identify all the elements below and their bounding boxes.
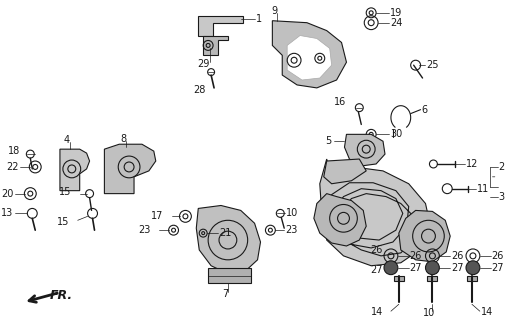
Polygon shape xyxy=(287,36,332,80)
Text: 13: 13 xyxy=(1,208,14,218)
Text: FR.: FR. xyxy=(49,289,72,302)
Text: 11: 11 xyxy=(477,184,489,194)
Text: 23: 23 xyxy=(285,225,298,235)
Text: 21: 21 xyxy=(219,228,232,238)
Polygon shape xyxy=(314,194,366,246)
Polygon shape xyxy=(320,159,430,266)
Text: 26: 26 xyxy=(492,251,504,261)
Polygon shape xyxy=(104,144,156,194)
Polygon shape xyxy=(196,205,260,274)
Text: 1: 1 xyxy=(256,14,261,24)
Polygon shape xyxy=(399,211,450,262)
Text: 9: 9 xyxy=(271,6,277,16)
Text: 26: 26 xyxy=(451,251,464,261)
Text: 14: 14 xyxy=(481,307,493,317)
Polygon shape xyxy=(272,21,346,88)
Circle shape xyxy=(425,261,439,275)
Text: 27: 27 xyxy=(492,263,504,273)
Text: 25: 25 xyxy=(426,60,439,70)
Text: 10: 10 xyxy=(286,208,298,218)
Text: 2: 2 xyxy=(499,162,505,172)
Polygon shape xyxy=(427,276,437,281)
Text: 27: 27 xyxy=(451,263,464,273)
Text: 26: 26 xyxy=(371,245,383,255)
Text: 15: 15 xyxy=(59,187,72,197)
Polygon shape xyxy=(394,276,404,281)
Circle shape xyxy=(466,261,480,275)
Text: 10: 10 xyxy=(423,308,436,318)
Text: 5: 5 xyxy=(326,136,332,146)
Text: 20: 20 xyxy=(1,188,14,199)
Text: 24: 24 xyxy=(390,18,402,28)
Polygon shape xyxy=(60,149,90,191)
Polygon shape xyxy=(324,159,366,184)
Text: 19: 19 xyxy=(390,8,402,18)
Text: 14: 14 xyxy=(371,307,383,317)
Text: 16: 16 xyxy=(334,97,346,107)
Text: 27: 27 xyxy=(410,263,422,273)
Text: 22: 22 xyxy=(6,162,18,172)
Text: 18: 18 xyxy=(8,146,20,156)
Polygon shape xyxy=(344,134,385,166)
Text: 12: 12 xyxy=(466,159,478,169)
Text: 26: 26 xyxy=(410,251,422,261)
Polygon shape xyxy=(203,36,228,55)
Text: 4: 4 xyxy=(64,135,70,145)
Text: 8: 8 xyxy=(120,134,126,144)
Text: 28: 28 xyxy=(193,85,205,95)
Text: 17: 17 xyxy=(151,211,164,221)
Text: 7: 7 xyxy=(222,289,228,300)
Polygon shape xyxy=(467,276,477,281)
Text: 29: 29 xyxy=(197,59,209,69)
Circle shape xyxy=(384,261,398,275)
Polygon shape xyxy=(198,16,243,36)
Text: 23: 23 xyxy=(139,225,151,235)
Polygon shape xyxy=(208,268,250,283)
Text: 27: 27 xyxy=(371,265,383,275)
Text: 3: 3 xyxy=(499,192,505,202)
Text: 15: 15 xyxy=(57,217,70,227)
Text: 30: 30 xyxy=(390,129,402,139)
Text: 6: 6 xyxy=(422,105,428,115)
